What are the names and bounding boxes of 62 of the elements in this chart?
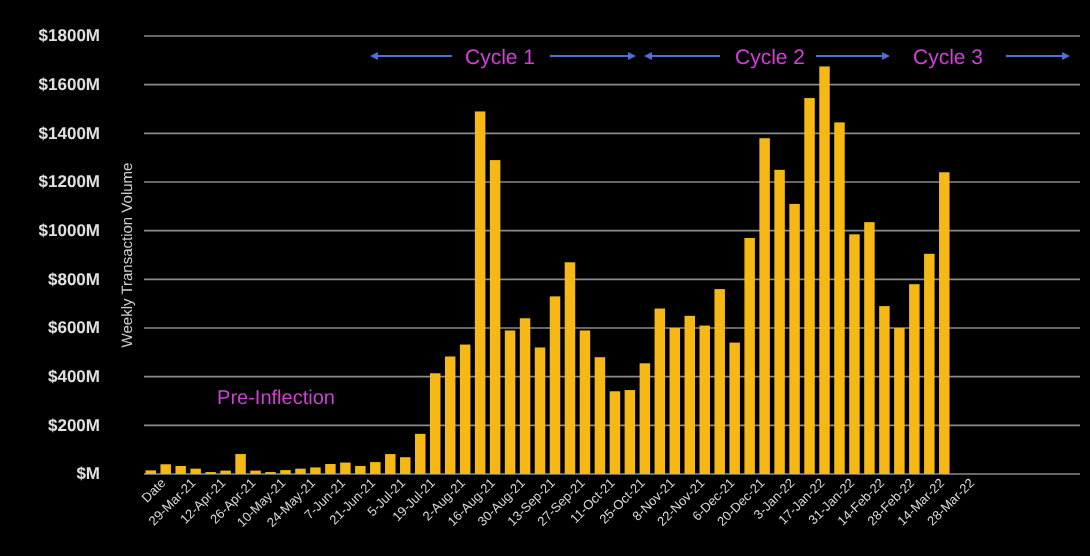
bar bbox=[939, 172, 950, 474]
bar bbox=[909, 284, 920, 474]
bar bbox=[534, 347, 546, 474]
annotation: Cycle 3 bbox=[912, 46, 984, 70]
y-tick-label: $600M bbox=[48, 317, 100, 338]
bar bbox=[310, 467, 321, 474]
bar bbox=[474, 111, 486, 474]
bar bbox=[190, 468, 201, 474]
bar bbox=[400, 457, 411, 474]
bar bbox=[744, 237, 755, 474]
bar bbox=[355, 465, 366, 474]
y-tick-label: $1400M bbox=[38, 122, 100, 143]
bar bbox=[669, 328, 681, 474]
bar bbox=[654, 308, 666, 474]
bar bbox=[235, 454, 246, 474]
bar bbox=[714, 289, 725, 474]
y-tick-label: $200M bbox=[48, 414, 100, 435]
annotation: Cycle 2 bbox=[734, 46, 806, 70]
bar bbox=[325, 464, 336, 474]
bar bbox=[894, 328, 905, 474]
y-tick-label: $800M bbox=[48, 268, 100, 289]
bar bbox=[415, 433, 426, 474]
bar bbox=[504, 330, 516, 474]
bar bbox=[729, 342, 740, 474]
bar bbox=[624, 390, 636, 474]
bar bbox=[579, 330, 591, 474]
bar bbox=[594, 357, 606, 474]
bar bbox=[340, 462, 351, 474]
bar bbox=[849, 234, 860, 474]
bar bbox=[429, 373, 441, 474]
bar bbox=[864, 222, 875, 474]
bar bbox=[699, 325, 710, 474]
bar bbox=[549, 296, 561, 474]
bar bbox=[175, 465, 186, 474]
bar bbox=[639, 363, 651, 474]
bar bbox=[819, 66, 830, 474]
bar bbox=[879, 306, 890, 474]
bar bbox=[804, 98, 815, 474]
y-tick-label: $1200M bbox=[38, 171, 100, 192]
bar bbox=[370, 462, 381, 474]
annotation: Pre-Inflection bbox=[217, 388, 335, 410]
bar bbox=[924, 253, 935, 474]
bar bbox=[295, 468, 306, 474]
bar bbox=[385, 454, 396, 474]
bar bbox=[444, 356, 456, 474]
y-tick-label: $1000M bbox=[38, 220, 100, 241]
annotation: Cycle 1 bbox=[464, 46, 536, 70]
bar bbox=[789, 203, 800, 474]
bar bbox=[609, 391, 621, 474]
bar bbox=[759, 138, 770, 474]
y-tick-label: $M bbox=[76, 463, 100, 484]
bar bbox=[684, 315, 695, 474]
bar bbox=[834, 122, 845, 474]
bar bbox=[519, 318, 531, 474]
y-tick-label: $1800M bbox=[38, 25, 100, 46]
bar bbox=[459, 344, 471, 474]
bar bbox=[160, 464, 171, 474]
y-tick-label: $1600M bbox=[38, 74, 100, 95]
y-tick-label: $400M bbox=[48, 366, 100, 387]
bar bbox=[774, 169, 785, 474]
bar bbox=[564, 262, 576, 474]
bar bbox=[489, 160, 501, 474]
